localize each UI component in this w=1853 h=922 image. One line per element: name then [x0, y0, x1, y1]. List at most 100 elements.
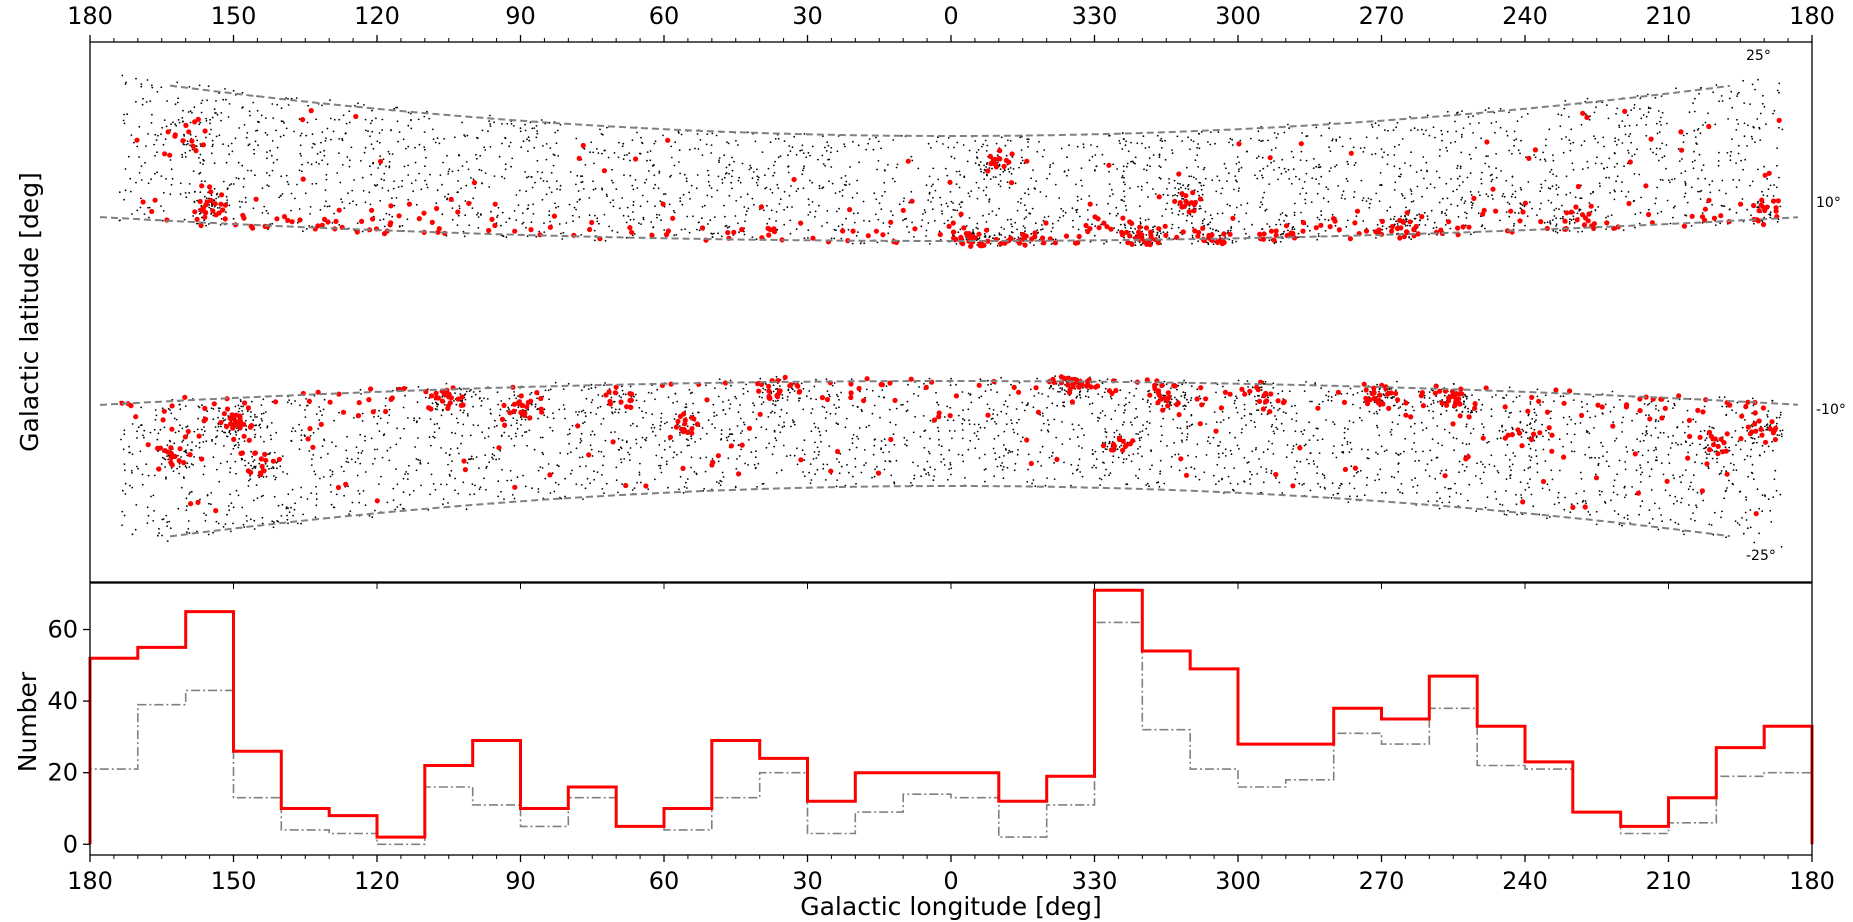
- background-source-point: [1621, 181, 1623, 184]
- background-source-point: [1218, 179, 1221, 182]
- background-source-point: [191, 111, 193, 114]
- background-source-point: [967, 408, 970, 411]
- background-source-point: [1628, 135, 1630, 138]
- background-source-point: [358, 501, 361, 504]
- background-source-point: [538, 230, 541, 233]
- background-source-point: [1050, 230, 1053, 233]
- background-source-point: [1648, 475, 1651, 478]
- background-source-point: [834, 413, 837, 415]
- background-source-point: [1005, 154, 1008, 157]
- background-source-point: [845, 180, 848, 183]
- background-source-point: [1130, 380, 1133, 382]
- background-source-point: [1233, 402, 1236, 405]
- background-source-point: [1650, 434, 1653, 437]
- background-source-point: [992, 413, 994, 415]
- background-source-point: [340, 465, 343, 468]
- background-source-point: [723, 204, 725, 207]
- background-source-point: [290, 440, 293, 442]
- background-source-point: [1672, 206, 1675, 209]
- background-source-point: [1441, 133, 1443, 136]
- background-source-point: [1588, 446, 1590, 449]
- background-source-point: [699, 139, 702, 141]
- background-source-point: [875, 136, 877, 139]
- background-source-point: [1358, 416, 1361, 419]
- background-source-point: [1737, 440, 1740, 443]
- background-source-point: [140, 406, 143, 409]
- background-source-point: [1523, 205, 1526, 208]
- background-source-point: [1653, 449, 1655, 452]
- background-source-point: [158, 532, 160, 534]
- background-source-point: [571, 214, 574, 217]
- background-source-point: [124, 493, 127, 495]
- background-source-point: [710, 144, 713, 147]
- background-source-point: [1482, 433, 1485, 436]
- background-source-point: [1647, 461, 1649, 464]
- background-source-point: [536, 171, 539, 173]
- background-source-point: [1430, 459, 1433, 462]
- background-source-point: [1635, 124, 1638, 126]
- background-source-point: [1118, 433, 1121, 436]
- background-source-point: [585, 465, 587, 467]
- background-source-point: [863, 464, 865, 467]
- background-source-point: [229, 471, 231, 474]
- background-source-point: [1029, 388, 1032, 391]
- background-source-point: [713, 411, 715, 414]
- background-source-point: [593, 470, 595, 473]
- background-source-point: [935, 391, 937, 394]
- background-source-point: [489, 408, 492, 411]
- background-source-point: [893, 443, 896, 446]
- background-source-point: [680, 451, 683, 454]
- background-source-point: [305, 134, 308, 137]
- background-source-point: [718, 161, 721, 164]
- background-source-point: [705, 432, 708, 435]
- background-source-point: [1249, 137, 1252, 140]
- background-source-point: [1486, 441, 1488, 444]
- background-source-point: [802, 408, 805, 411]
- background-source-point: [1117, 456, 1120, 459]
- background-source-point: [957, 453, 960, 456]
- background-source-point: [1680, 481, 1682, 484]
- background-source-point: [338, 152, 340, 155]
- background-source-point: [1094, 169, 1096, 171]
- background-source-point: [1357, 470, 1359, 473]
- background-source-point: [1516, 120, 1519, 122]
- background-source-point: [1159, 177, 1162, 180]
- background-source-point: [780, 469, 783, 472]
- background-source-point: [893, 482, 896, 485]
- background-source-point: [959, 206, 962, 209]
- background-source-point: [1050, 243, 1053, 245]
- background-source-point: [1142, 424, 1144, 426]
- background-source-point: [1082, 143, 1085, 146]
- background-source-point: [1032, 406, 1035, 409]
- background-source-point: [414, 179, 417, 182]
- background-source-point: [1145, 169, 1148, 172]
- background-source-point: [1037, 392, 1040, 394]
- background-source-point: [1503, 513, 1506, 516]
- background-source-point: [1370, 123, 1373, 126]
- background-source-point: [244, 459, 246, 462]
- background-source-point: [556, 464, 559, 467]
- background-source-point: [536, 159, 539, 162]
- background-source-point: [670, 156, 673, 159]
- background-source-point: [1366, 393, 1369, 395]
- background-source-point: [1369, 202, 1371, 205]
- background-source-point: [787, 171, 790, 174]
- background-source-point: [985, 221, 988, 223]
- background-source-point: [1462, 181, 1464, 183]
- background-source-point: [1132, 161, 1135, 164]
- background-source-point: [1033, 187, 1036, 190]
- background-source-point: [1549, 516, 1551, 518]
- background-source-point: [706, 169, 709, 172]
- background-source-point: [587, 388, 590, 390]
- background-source-point: [614, 411, 616, 413]
- background-source-point: [670, 174, 672, 177]
- background-source-point: [879, 416, 881, 419]
- background-source-point: [797, 187, 799, 190]
- background-source-point: [1258, 458, 1260, 460]
- background-source-point: [210, 152, 213, 155]
- background-source-point: [1126, 483, 1129, 485]
- background-source-point: [1613, 510, 1616, 512]
- background-source-point: [605, 193, 608, 196]
- background-source-point: [664, 440, 666, 442]
- background-source-point: [1549, 220, 1551, 222]
